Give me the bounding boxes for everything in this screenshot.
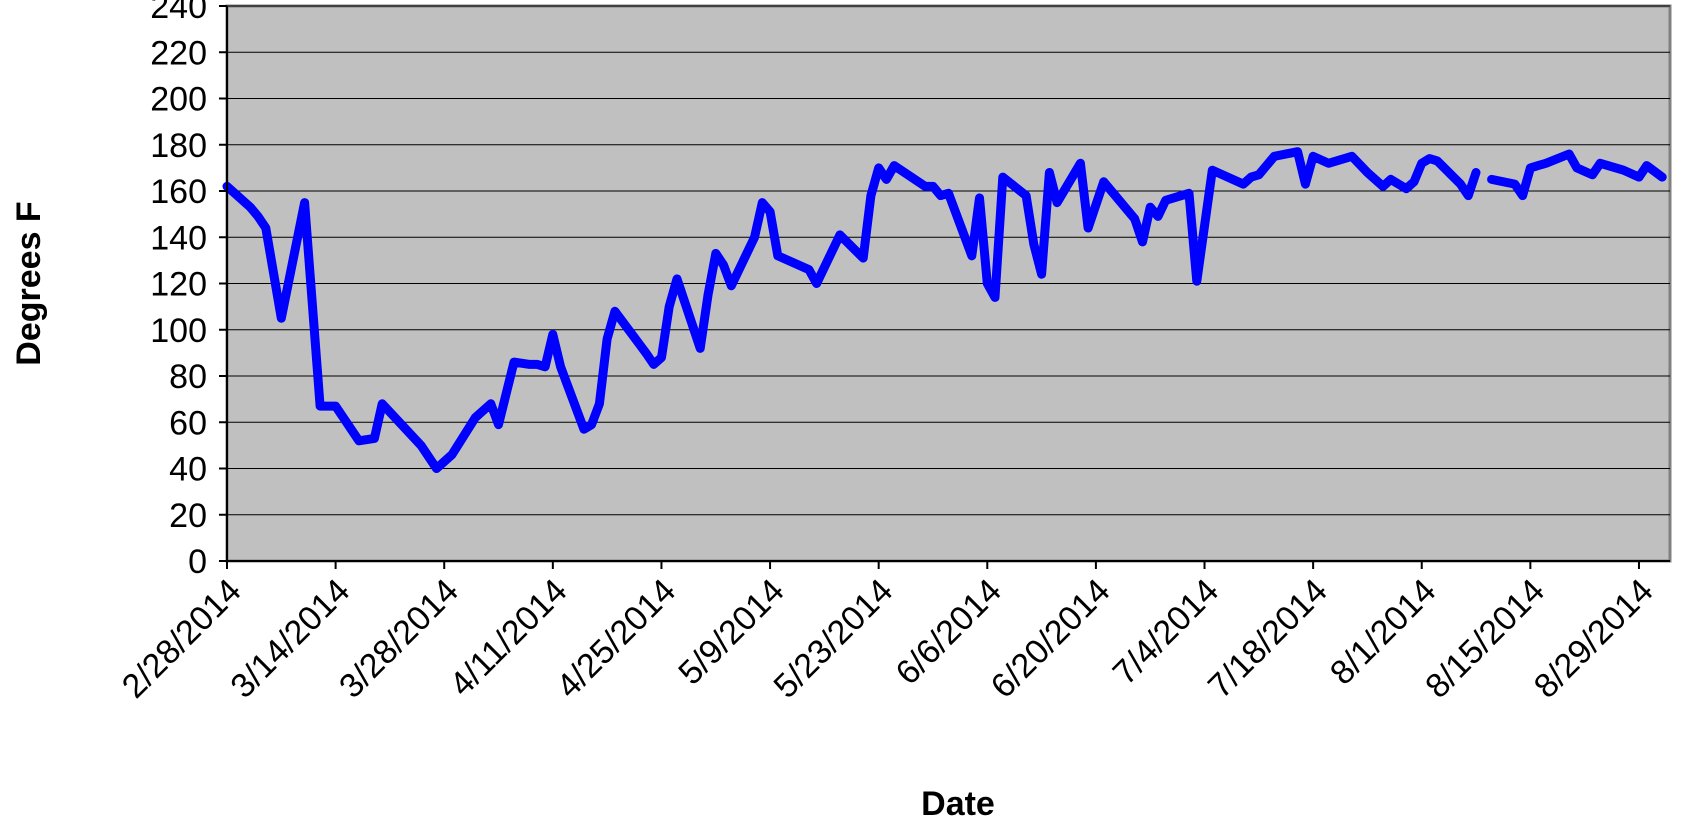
y-tick-label: 160 (150, 173, 207, 211)
y-tick-label: 120 (150, 266, 207, 304)
x-tick-label: 8/15/2014 (1418, 572, 1552, 706)
y-tick-label: 0 (188, 543, 207, 581)
y-tick-label: 20 (169, 497, 207, 535)
x-tick-label: 4/25/2014 (549, 572, 683, 706)
y-tick-label: 240 (150, 0, 207, 26)
y-tick-label: 60 (169, 404, 207, 442)
y-tick-label: 200 (150, 81, 207, 119)
y-tick-label: 40 (169, 451, 207, 489)
x-tick-label: 3/28/2014 (332, 572, 466, 706)
y-tick-label: 80 (169, 358, 207, 396)
x-tick-label: 2/28/2014 (115, 572, 249, 706)
series-line (1487, 149, 1667, 201)
y-axis-title: Degrees F (10, 201, 48, 365)
y-tick-label: 100 (150, 312, 207, 350)
gridlines (227, 5, 1670, 516)
series-line (222, 147, 1481, 473)
x-axis-title: Date (921, 785, 995, 823)
y-tick-label: 220 (150, 34, 207, 72)
y-tick-label: 140 (150, 219, 207, 257)
x-tick-label: 6/20/2014 (984, 572, 1118, 706)
x-tick-label: 7/18/2014 (1201, 572, 1335, 706)
x-tick-label: 5/23/2014 (767, 572, 901, 706)
y-tick-label: 180 (150, 127, 207, 165)
x-tick-label: 3/14/2014 (223, 572, 357, 706)
x-tick-label: 8/29/2014 (1527, 572, 1661, 706)
y-tick-labels: 0 20 40 60 80 100 120 140 160 180 200 220 240 (150, 0, 227, 581)
series-layer (222, 147, 1667, 473)
x-tick-labels: 2/28/20143/14/20143/28/20144/11/20144/25… (115, 561, 1661, 706)
